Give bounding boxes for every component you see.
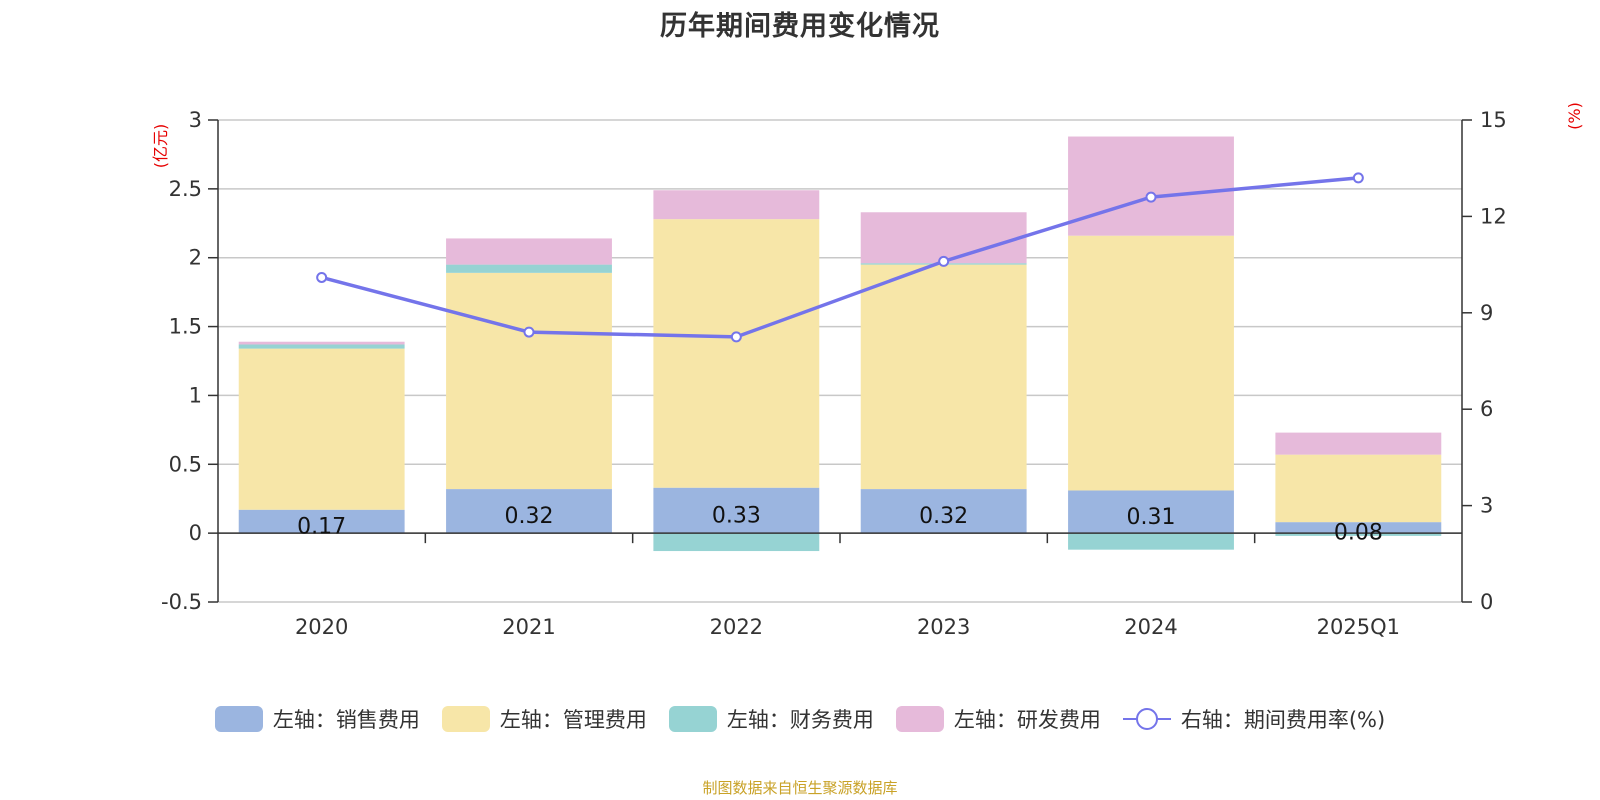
rate-point [730,331,742,343]
rate-line [321,176,1359,339]
data-label: 0.32 [505,504,554,529]
data-label: 0.32 [919,504,968,529]
category-label: 2024 [1124,615,1177,639]
bar-segment [653,533,820,552]
rate-point [316,271,328,283]
legend-label: 左轴：销售费用 [272,708,420,732]
rate-point [1145,191,1157,203]
legend-item[interactable]: 右轴：期间费用率(%) [1122,704,1386,734]
left-axis-unit: (亿元) [151,124,170,169]
left-axis-tick-label: 2 [189,246,202,270]
bar-segment [1068,136,1234,236]
data-label: 0.33 [712,503,761,528]
rate-point [1352,172,1364,184]
rate-point [938,255,950,267]
bar-segment [238,341,405,345]
legend-swatch [1122,708,1171,730]
chart-title: 历年期间费用变化情况 [660,11,940,42]
bar-segment [653,190,820,220]
data-label: 0.31 [1127,505,1176,530]
legend-label: 左轴：管理费用 [499,708,647,732]
right-axis-tick-label: 0 [1480,590,1493,614]
bar-segment [446,238,612,265]
bar-segment [860,212,1027,264]
right-axis-tick-label: 15 [1480,108,1507,132]
rate-point [523,326,535,338]
right-axis-tick-label: 9 [1480,301,1493,325]
right-axis-tick-label: 3 [1480,494,1493,518]
bar-segment [860,489,1027,534]
legend-item[interactable]: 左轴：研发费用 [895,704,1101,734]
bar-segment [446,489,612,534]
legend-label: 右轴：期间费用率(%) [1180,708,1386,732]
bar-segment [653,487,820,534]
left-axis-tick-label: 2.5 [169,177,202,201]
legend-label: 左轴：研发费用 [953,708,1101,732]
right-axis-tick-label: 6 [1480,397,1493,421]
category-label: 2020 [295,615,348,639]
data-label: 0.17 [297,514,346,539]
right-axis-unit: (%) [1565,102,1584,130]
bar-segment [238,509,405,534]
bar-segment [1068,235,1234,491]
bar-segment [238,348,405,510]
bar-segment [1275,454,1442,523]
legend-item[interactable]: 左轴：管理费用 [441,704,647,734]
category-label: 2025Q1 [1317,615,1400,639]
bar-segment [1068,490,1234,534]
legend-swatch [214,706,263,732]
left-axis-tick-label: 3 [189,108,202,132]
category-label: 2021 [502,615,555,639]
chart-canvas: -0.5 0 0.5 1 1.5 2 2.5 3 0 3 6 9 12 15 (亿元) (%) 0.17 0.32… [151,102,1584,639]
bar-segment [1275,432,1442,455]
data-label: 0.08 [1334,521,1383,546]
bar-segment [446,264,612,273]
category-label: 2023 [917,615,970,639]
legend-item[interactable]: 左轴：财务费用 [668,704,874,734]
left-axis-tick-label: 1.5 [169,315,202,339]
bar-segment [860,264,1027,490]
category-label: 2022 [710,615,763,639]
legend-swatch [895,706,944,732]
left-axis-tick-label: -0.5 [161,590,202,614]
legend: 左轴：销售费用 左轴：管理费用 左轴：财务费用 左轴：研发费用 右轴：期间费用率(%) [0,704,1600,734]
bar-segment [238,344,405,349]
left-axis-tick-label: 0.5 [169,452,202,476]
right-axis-tick-label: 12 [1480,204,1507,228]
bar-segment [1068,533,1234,550]
bar-segment [1275,522,1442,534]
legend-item[interactable]: 左轴：销售费用 [214,704,420,734]
legend-swatch [668,706,717,732]
left-axis-tick-label: 1 [189,383,202,407]
legend-swatch [441,706,490,732]
bar-segment [653,219,820,488]
source-note: 制图数据来自恒生聚源数据库 [702,779,898,797]
bar-segment [446,272,612,490]
left-axis-tick-label: 0 [189,521,202,545]
bar-segment [1275,533,1442,536]
legend-label: 左轴：财务费用 [726,708,874,732]
